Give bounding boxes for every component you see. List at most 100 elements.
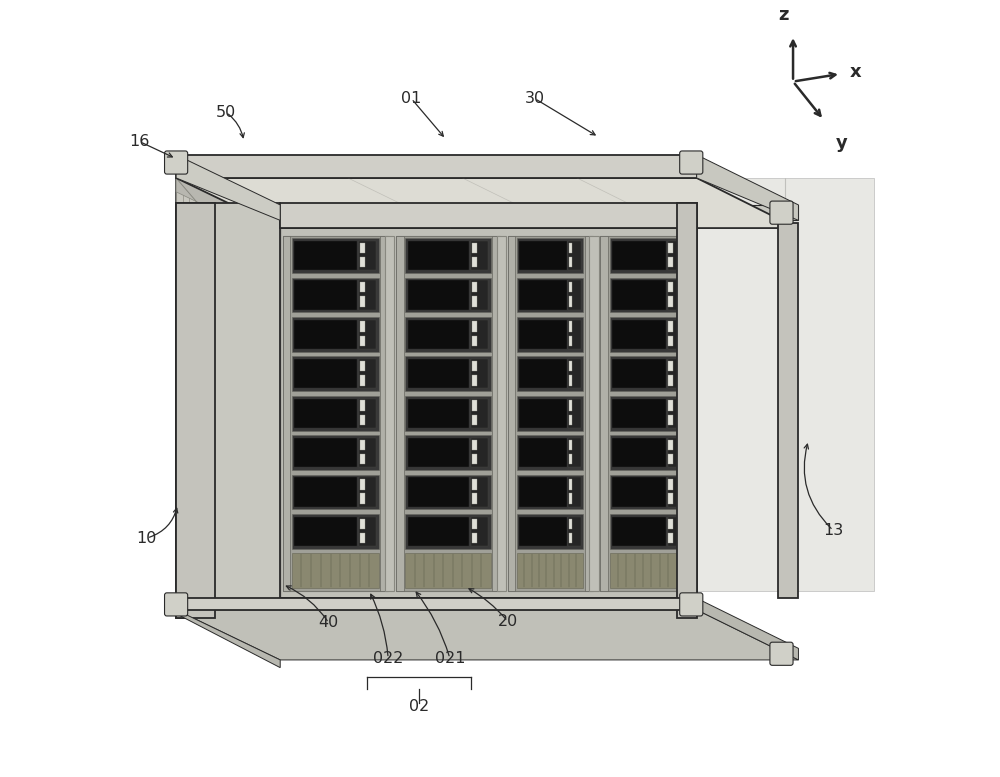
- Polygon shape: [519, 241, 567, 270]
- Polygon shape: [569, 375, 572, 385]
- Polygon shape: [294, 241, 357, 270]
- Polygon shape: [612, 399, 666, 428]
- FancyBboxPatch shape: [680, 593, 703, 616]
- Polygon shape: [472, 440, 477, 450]
- Polygon shape: [176, 155, 697, 178]
- Polygon shape: [176, 155, 280, 221]
- Polygon shape: [294, 517, 357, 546]
- Polygon shape: [359, 517, 376, 546]
- Polygon shape: [668, 517, 683, 546]
- Text: 022: 022: [373, 651, 403, 666]
- Polygon shape: [568, 319, 581, 349]
- Text: 40: 40: [319, 615, 339, 630]
- Polygon shape: [292, 514, 379, 549]
- Polygon shape: [517, 357, 583, 391]
- Polygon shape: [568, 241, 581, 270]
- Polygon shape: [610, 317, 685, 352]
- Polygon shape: [360, 415, 365, 425]
- Polygon shape: [517, 277, 583, 312]
- Text: y: y: [835, 134, 847, 152]
- Polygon shape: [405, 395, 491, 430]
- Polygon shape: [292, 357, 379, 391]
- Polygon shape: [668, 477, 683, 507]
- Polygon shape: [472, 533, 477, 543]
- Polygon shape: [472, 415, 477, 425]
- Polygon shape: [294, 319, 357, 349]
- Polygon shape: [294, 280, 357, 309]
- Polygon shape: [519, 517, 567, 546]
- FancyBboxPatch shape: [770, 643, 793, 665]
- Polygon shape: [380, 235, 388, 591]
- Polygon shape: [360, 322, 365, 332]
- Polygon shape: [668, 280, 683, 309]
- Polygon shape: [568, 438, 581, 467]
- Polygon shape: [292, 238, 379, 273]
- Polygon shape: [292, 317, 379, 352]
- Polygon shape: [568, 359, 581, 388]
- Polygon shape: [396, 235, 500, 591]
- Polygon shape: [610, 395, 685, 430]
- Polygon shape: [359, 438, 376, 467]
- Text: 50: 50: [216, 105, 236, 120]
- Polygon shape: [294, 477, 357, 507]
- Polygon shape: [471, 319, 488, 349]
- Polygon shape: [610, 277, 685, 312]
- Polygon shape: [472, 361, 477, 371]
- Polygon shape: [668, 375, 673, 385]
- Polygon shape: [668, 415, 673, 425]
- Polygon shape: [610, 475, 685, 510]
- Polygon shape: [569, 242, 572, 253]
- Polygon shape: [176, 610, 280, 667]
- Polygon shape: [668, 242, 673, 253]
- Polygon shape: [176, 178, 280, 242]
- Polygon shape: [176, 204, 215, 618]
- Polygon shape: [668, 400, 673, 411]
- Polygon shape: [668, 241, 683, 270]
- Polygon shape: [280, 205, 798, 221]
- Polygon shape: [472, 375, 477, 385]
- Polygon shape: [472, 493, 477, 503]
- Polygon shape: [359, 319, 376, 349]
- Polygon shape: [517, 395, 583, 430]
- Polygon shape: [405, 277, 491, 312]
- Polygon shape: [176, 610, 798, 660]
- Polygon shape: [517, 514, 583, 549]
- Polygon shape: [292, 475, 379, 510]
- Polygon shape: [519, 477, 567, 507]
- Polygon shape: [408, 517, 469, 546]
- FancyBboxPatch shape: [770, 201, 793, 225]
- Polygon shape: [569, 336, 572, 346]
- Polygon shape: [408, 359, 469, 388]
- Polygon shape: [600, 235, 694, 591]
- Polygon shape: [360, 296, 365, 307]
- Polygon shape: [569, 518, 572, 529]
- Polygon shape: [610, 514, 685, 549]
- Polygon shape: [360, 493, 365, 503]
- Polygon shape: [668, 399, 683, 428]
- Polygon shape: [360, 336, 365, 346]
- Polygon shape: [569, 479, 572, 490]
- Polygon shape: [385, 235, 394, 591]
- Polygon shape: [569, 493, 572, 503]
- Polygon shape: [569, 440, 572, 450]
- Polygon shape: [668, 533, 673, 543]
- Polygon shape: [697, 598, 798, 660]
- Polygon shape: [612, 517, 666, 546]
- Polygon shape: [517, 553, 583, 588]
- Polygon shape: [668, 493, 673, 503]
- Text: 02: 02: [409, 699, 429, 714]
- Polygon shape: [408, 319, 469, 349]
- Polygon shape: [360, 518, 365, 529]
- Polygon shape: [612, 477, 666, 507]
- Text: 021: 021: [435, 651, 465, 666]
- Polygon shape: [677, 204, 697, 618]
- Polygon shape: [568, 280, 581, 309]
- Polygon shape: [472, 400, 477, 411]
- Polygon shape: [360, 257, 365, 267]
- Polygon shape: [612, 241, 666, 270]
- Polygon shape: [405, 553, 491, 588]
- Polygon shape: [568, 517, 581, 546]
- Polygon shape: [589, 235, 599, 591]
- FancyBboxPatch shape: [165, 593, 188, 616]
- Polygon shape: [668, 282, 673, 292]
